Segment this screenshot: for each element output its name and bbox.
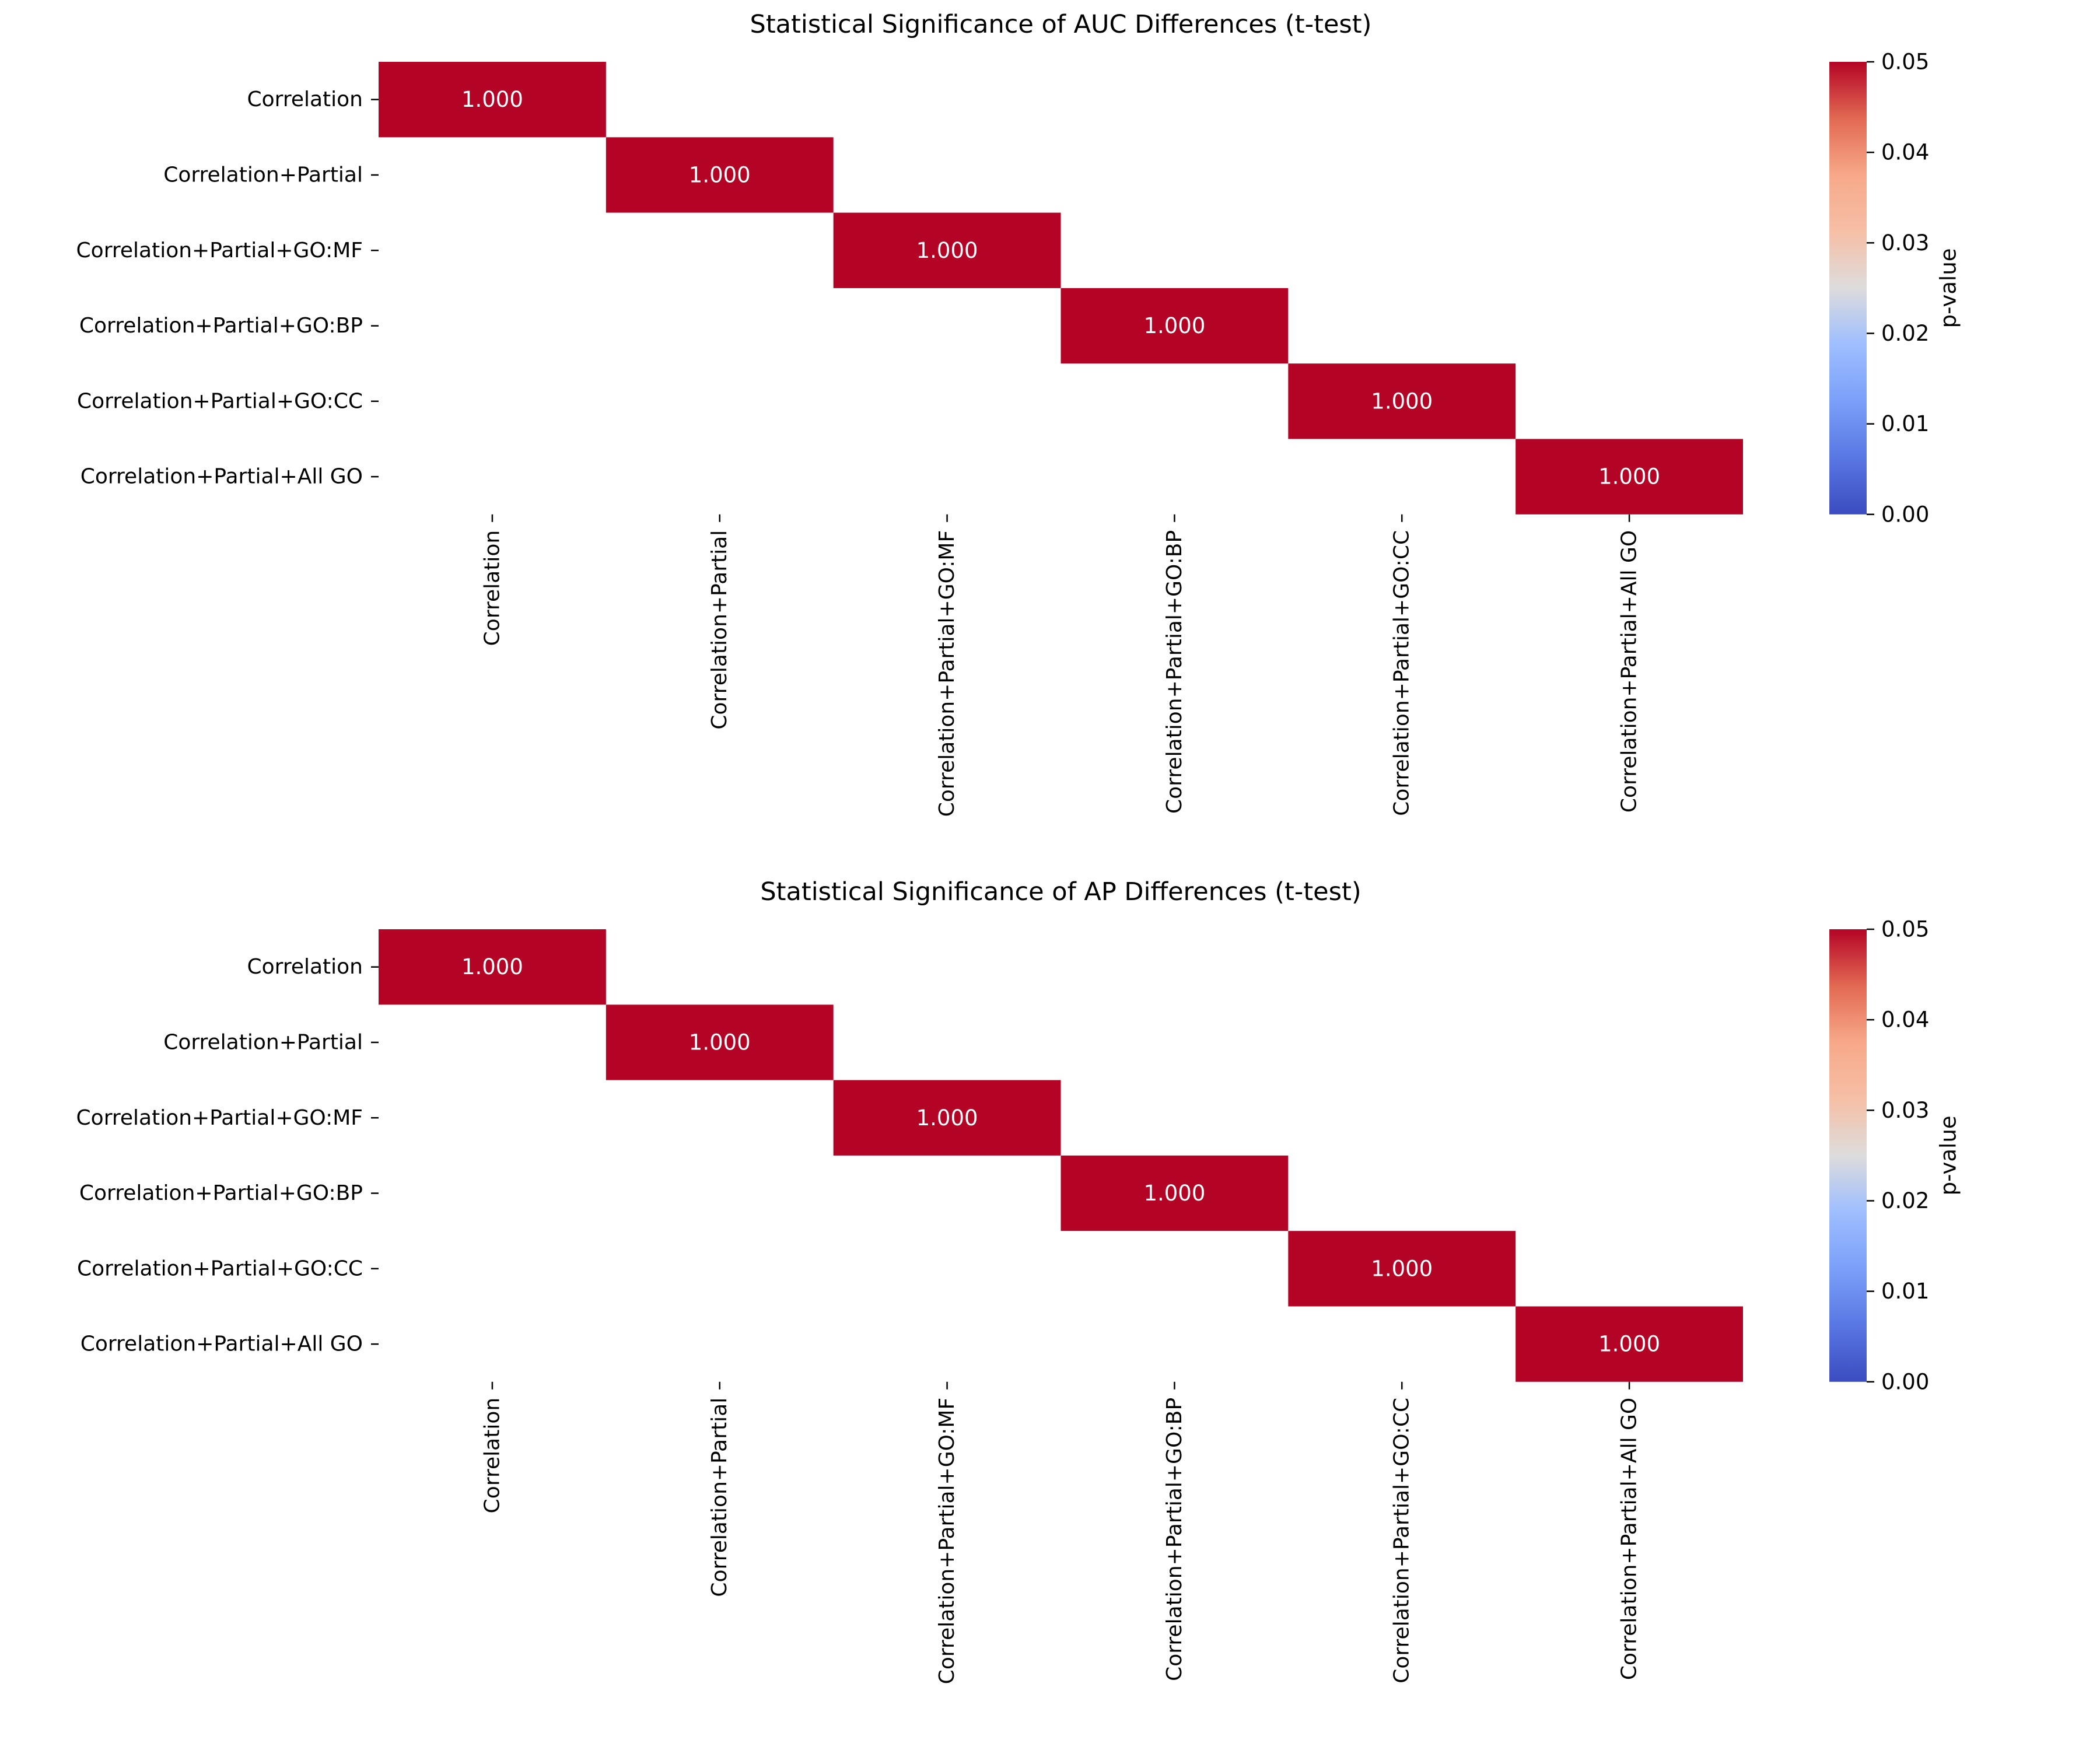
heatmap-cell[interactable] — [1288, 363, 1516, 439]
heatmap-panels: Statistical Significance of AUC Differen… — [76, 10, 1961, 1684]
x-tick-label: Correlation — [480, 1398, 504, 1514]
colorbar-tick-label: 0.04 — [1881, 1007, 1929, 1032]
colorbar — [1829, 62, 1867, 514]
chart-title: Statistical Significance of AUC Differen… — [750, 10, 1372, 39]
y-tick-label: Correlation+Partial+GO:BP — [79, 314, 363, 338]
y-tick-label: Correlation+Partial+All GO — [80, 465, 363, 489]
chart-title: Statistical Significance of AP Differenc… — [760, 877, 1361, 907]
y-tick-label: Correlation+Partial+GO:CC — [77, 389, 363, 413]
y-tick-label: Correlation+Partial+GO:MF — [76, 1106, 363, 1130]
cell-value-label: 1.000 — [1143, 1181, 1205, 1206]
colorbar-label: p-value — [1936, 248, 1961, 328]
x-tick-label: Correlation+Partial+GO:MF — [935, 1398, 959, 1684]
x-tick-label: Correlation+Partial+GO:BP — [1163, 1398, 1186, 1681]
x-tick-label: Correlation+Partial — [708, 530, 732, 730]
heatmap-cell[interactable] — [1516, 439, 1743, 514]
heatmap-cell[interactable] — [379, 62, 606, 138]
colorbar — [1829, 929, 1867, 1382]
colorbar-tick-label: 0.00 — [1881, 1369, 1929, 1394]
cell-value-label: 1.000 — [1143, 313, 1205, 338]
heatmap-panel-1: Statistical Significance of AUC Differen… — [76, 10, 1961, 817]
cell-value-label: 1.000 — [1598, 1332, 1660, 1357]
x-tick-label: Correlation+Partial+GO:CC — [1390, 530, 1414, 816]
cell-value-label: 1.000 — [689, 1030, 751, 1055]
cell-value-label: 1.000 — [1598, 464, 1660, 489]
heatmap-cell[interactable] — [1516, 1306, 1743, 1382]
x-tick-label: Correlation — [480, 530, 504, 646]
y-tick-label: Correlation+Partial+GO:MF — [76, 239, 363, 262]
y-tick-label: Correlation — [247, 955, 363, 979]
heatmap-cell[interactable] — [1060, 288, 1289, 364]
heatmap-cell[interactable] — [379, 929, 606, 1005]
heatmap-cell[interactable] — [606, 1005, 834, 1080]
y-tick-label: Correlation+Partial+All GO — [80, 1332, 363, 1356]
y-tick-label: Correlation+Partial — [163, 163, 363, 187]
cell-value-label: 1.000 — [916, 238, 978, 263]
cell-value-label: 1.000 — [461, 87, 523, 112]
cell-value-label: 1.000 — [916, 1105, 978, 1130]
colorbar-label: p-value — [1936, 1115, 1961, 1195]
colorbar-tick-label: 0.00 — [1881, 502, 1929, 527]
heatmap-panel-2: Statistical Significance of AP Differenc… — [76, 877, 1961, 1684]
x-tick-label: Correlation+Partial — [708, 1398, 732, 1597]
colorbar-tick-label: 0.03 — [1881, 1098, 1929, 1123]
cell-value-label: 1.000 — [1371, 1256, 1433, 1281]
x-tick-label: Correlation+Partial+GO:CC — [1390, 1398, 1414, 1684]
y-tick-label: Correlation — [247, 88, 363, 111]
x-tick-label: Correlation+Partial+All GO — [1618, 530, 1642, 813]
heatmap-cell[interactable] — [1060, 1155, 1289, 1231]
heatmap-cell[interactable] — [606, 137, 834, 213]
cell-value-label: 1.000 — [1371, 388, 1433, 414]
heatmap-cell[interactable] — [1288, 1231, 1516, 1307]
heatmap-cell[interactable] — [833, 1080, 1061, 1156]
colorbar-tick-label: 0.05 — [1881, 50, 1929, 75]
x-tick-label: Correlation+Partial+GO:MF — [935, 530, 959, 817]
cell-value-label: 1.000 — [689, 162, 751, 187]
colorbar-tick-label: 0.05 — [1881, 917, 1929, 942]
y-tick-label: Correlation+Partial+GO:CC — [77, 1256, 363, 1280]
heatmap-cell[interactable] — [833, 212, 1061, 288]
x-tick-label: Correlation+Partial+GO:BP — [1163, 530, 1186, 814]
colorbar-tick-label: 0.03 — [1881, 230, 1929, 256]
colorbar-tick-label: 0.02 — [1881, 1188, 1929, 1213]
x-tick-label: Correlation+Partial+All GO — [1618, 1398, 1642, 1680]
cell-value-label: 1.000 — [461, 954, 523, 979]
colorbar-tick-label: 0.01 — [1881, 1279, 1929, 1304]
colorbar-tick-label: 0.04 — [1881, 140, 1929, 165]
y-tick-label: Correlation+Partial+GO:BP — [79, 1181, 363, 1205]
colorbar-tick-label: 0.02 — [1881, 321, 1929, 346]
colorbar-tick-label: 0.01 — [1881, 411, 1929, 436]
y-tick-label: Correlation+Partial — [163, 1030, 363, 1054]
